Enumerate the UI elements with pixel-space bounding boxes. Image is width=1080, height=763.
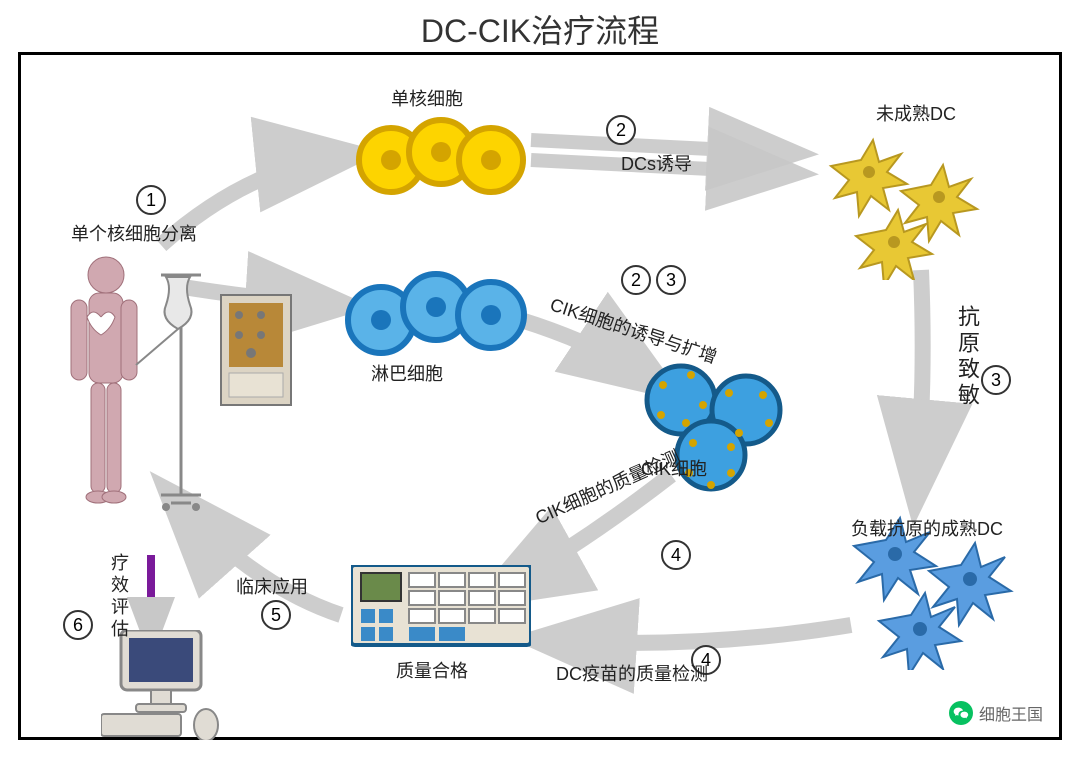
- patient-illustration: [51, 245, 311, 565]
- label-qc-pass: 质量合格: [396, 657, 468, 683]
- step-5: 5: [261, 600, 291, 630]
- label-mature-dc: 负载抗原的成熟DC: [851, 515, 1003, 541]
- watermark: 细胞王国: [949, 701, 1043, 725]
- diagram-frame: 1 2 2 3 3 4 4 5 6 单核细胞 单个核细胞分离 DCs诱导 未成熟…: [18, 52, 1062, 740]
- label-immature-dc: 未成熟DC: [876, 100, 956, 126]
- label-lymphocyte: 淋巴细胞: [371, 360, 443, 386]
- label-mononuclear: 单核细胞: [391, 85, 463, 111]
- page-title: DC-CIK治疗流程: [0, 6, 1080, 52]
- step-2: 2: [606, 115, 636, 145]
- label-antigen-sens: 抗原致敏: [951, 305, 983, 409]
- step-23b: 3: [656, 265, 686, 295]
- label-isolation: 单个核细胞分离: [71, 220, 197, 246]
- label-evaluate: 疗效评估: [106, 553, 132, 641]
- label-dc-qc: DC疫苗的质量检测: [556, 660, 708, 686]
- computer: [101, 630, 231, 740]
- analyzer-device: [351, 565, 531, 655]
- step-1: 1: [136, 185, 166, 215]
- step-6: 6: [63, 610, 93, 640]
- lymphocyte-cells: [341, 265, 531, 360]
- label-clinical: 临床应用: [236, 573, 308, 599]
- label-dc-induce: DCs诱导: [621, 150, 692, 176]
- step-23a: 2: [621, 265, 651, 295]
- step-4a: 4: [661, 540, 691, 570]
- wechat-icon: [949, 701, 973, 725]
- immature-dc: [821, 130, 991, 280]
- step-3: 3: [981, 365, 1011, 395]
- watermark-text: 细胞王国: [979, 701, 1043, 725]
- mononuclear-cells: [351, 110, 531, 200]
